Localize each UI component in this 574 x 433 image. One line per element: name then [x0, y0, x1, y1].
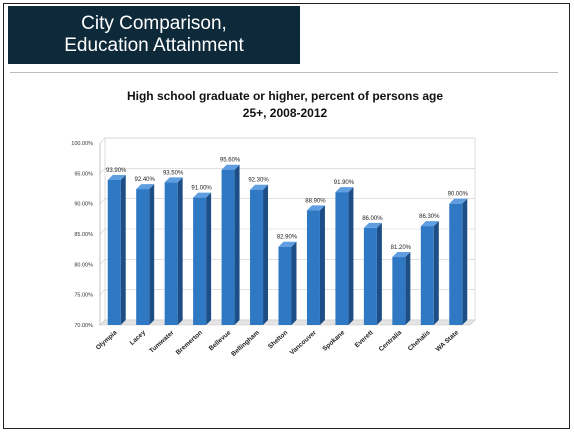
bar-data-label: 91.00% [191, 186, 212, 192]
bar-data-label: 93.90% [106, 168, 127, 174]
y-tick-label: 95.00% [74, 171, 93, 177]
y-gridline [99, 137, 475, 144]
bar-side [348, 187, 354, 325]
y-tick-label: 90.00% [74, 202, 93, 208]
bar-side [149, 184, 155, 325]
bar-data-label: 90.00% [448, 192, 469, 198]
y-tick-label: 70.00% [74, 323, 93, 329]
x-tick-label: Shelton [267, 329, 289, 350]
bar-top [164, 177, 183, 183]
x-tick-label: Centralia [378, 329, 404, 353]
x-tick-label: Tumwater [148, 329, 175, 355]
bar-top [221, 164, 240, 170]
chart-title-line1: High school graduate or higher, percent … [126, 89, 444, 103]
bar-side [462, 198, 468, 325]
x-tick-label: Bremerton [175, 329, 204, 356]
bar-data-label: 92.30% [248, 178, 269, 184]
x-tick-label: Chehalis [407, 329, 432, 353]
bar-data-label: 92.40% [135, 177, 156, 183]
chart-title: High school graduate or higher, percent … [60, 88, 510, 122]
bar-data-label: 81.20% [391, 245, 412, 251]
bar-data-label: 93.50% [163, 170, 184, 176]
bar-top [250, 184, 269, 190]
y-tick-label: 80.00% [74, 262, 93, 268]
bar-data-label: 95.60% [220, 158, 241, 164]
bar [335, 192, 349, 325]
x-tick-label: Vancouver [289, 329, 318, 357]
bar-top [107, 175, 126, 181]
chart-title-line2: 25+, 2008-2012 [242, 106, 328, 120]
bar-top [420, 221, 439, 227]
bar [164, 182, 178, 325]
y-tick-label: 100.00% [71, 141, 93, 147]
bar-side [433, 221, 439, 325]
y-gridline [99, 168, 475, 174]
bar-top [306, 205, 325, 211]
bar [136, 189, 150, 325]
bar-top [363, 222, 382, 228]
bar-side [120, 175, 126, 325]
title-banner: City Comparison, Education Attainment [8, 6, 300, 64]
bar-side [291, 241, 297, 325]
slide-title-line2: Education Attainment [64, 35, 244, 56]
x-tick-label: Bellingham [230, 329, 261, 358]
bar [420, 226, 434, 325]
bar-side [263, 184, 269, 325]
x-tick-label: Everett [354, 329, 376, 350]
x-tick-label: Olympia [95, 329, 119, 352]
x-tick-label: Bellevue [208, 329, 233, 352]
bar [250, 189, 264, 325]
bar-side [405, 252, 411, 325]
bar-data-label: 82.90% [277, 235, 298, 241]
bar-side [206, 192, 212, 325]
x-tick-label: WA State [435, 329, 461, 353]
bar [193, 197, 207, 325]
bar-top [392, 252, 411, 258]
bar-top [136, 184, 155, 190]
bar-data-label: 91.90% [334, 180, 355, 186]
bar [363, 227, 377, 325]
x-tick-label: Spokane [321, 329, 346, 353]
divider-line [10, 72, 558, 73]
bar-side [376, 222, 382, 325]
slide-title-line1: City Comparison, [81, 13, 227, 34]
bar [278, 246, 292, 325]
bar [221, 169, 235, 325]
bar-data-label: 86.00% [362, 216, 383, 222]
bar [392, 257, 406, 325]
bar-side [177, 177, 183, 325]
bar [306, 210, 320, 325]
bar [449, 203, 463, 325]
y-tick-label: 85.00% [74, 232, 93, 238]
x-tick-label: Lacey [129, 329, 148, 347]
bar-side [234, 164, 240, 325]
bar [107, 180, 121, 325]
bar-data-label: 86.30% [419, 214, 440, 220]
bar-top [193, 192, 212, 198]
bar-data-label: 88.90% [305, 198, 326, 204]
slide-title: City Comparison, Education Attainment [64, 13, 244, 57]
y-tick-label: 75.00% [74, 293, 93, 299]
bar-side [319, 205, 325, 325]
bar-top [278, 241, 297, 247]
bar-top [449, 198, 468, 204]
bar-top [335, 187, 354, 193]
